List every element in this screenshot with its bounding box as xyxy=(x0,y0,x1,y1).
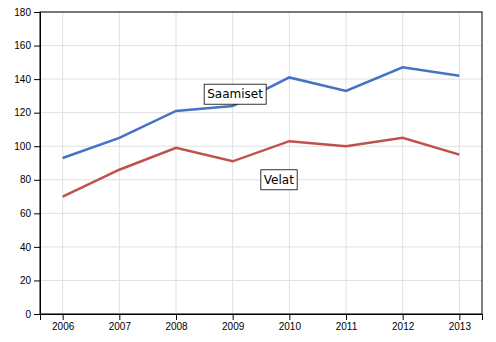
x-tick-mark xyxy=(459,314,460,320)
y-tick-mark xyxy=(34,247,40,248)
lines xyxy=(63,67,460,196)
x-tick-label: 2006 xyxy=(52,321,75,332)
chart: 2006 2007 2008 2009 2010 2011 2012 2013 0 20 40 60 8… xyxy=(0,0,496,342)
y-tick-label: 40 xyxy=(20,242,32,253)
y-tick: 100 xyxy=(14,141,40,152)
x-tick: 2009 xyxy=(222,314,245,332)
y-tick-mark xyxy=(34,12,40,13)
grid-line-x xyxy=(119,12,120,314)
grid-line-x xyxy=(289,12,290,314)
grid-line-x xyxy=(232,12,233,314)
x-tick: 2008 xyxy=(165,314,188,332)
y-tick-mark xyxy=(34,146,40,147)
annotation: Saamiset xyxy=(204,84,266,104)
x-tick-label: 2009 xyxy=(222,321,245,332)
y-axis: 0 20 40 60 80 100 120 140 160 180 xyxy=(14,7,40,320)
y-tick-label: 160 xyxy=(14,40,31,51)
y-tick: 0 xyxy=(25,309,40,320)
annotation-text: Velat xyxy=(264,173,294,187)
annotation: Velat xyxy=(261,170,297,190)
grid xyxy=(40,12,482,314)
y-tick: 80 xyxy=(20,174,40,185)
x-tick-mark xyxy=(119,314,120,320)
y-tick-label: 80 xyxy=(20,174,32,185)
y-tick-mark xyxy=(34,79,40,80)
x-axis: 2006 2007 2008 2009 2010 2011 2012 2013 xyxy=(41,314,483,332)
x-tick: 2006 xyxy=(52,314,75,332)
y-tick: 20 xyxy=(20,275,40,286)
annotations: Saamiset Velat xyxy=(204,84,297,190)
y-tick-mark xyxy=(34,314,40,315)
grid-line-x xyxy=(62,12,63,314)
grid-line-y xyxy=(40,79,482,80)
x-axis-line xyxy=(41,315,483,321)
y-tick: 60 xyxy=(20,208,40,219)
plot-frame xyxy=(40,12,482,314)
x-tick-label: 2007 xyxy=(109,321,132,332)
x-tick-mark xyxy=(176,314,177,320)
y-tick-label: 120 xyxy=(14,107,31,118)
x-tick: 2010 xyxy=(279,314,302,332)
grid-line-y xyxy=(40,246,482,247)
y-tick-label: 100 xyxy=(14,141,31,152)
x-tick-mark xyxy=(403,314,404,320)
x-tick-mark xyxy=(63,314,64,320)
annotation-box xyxy=(204,84,266,104)
grid-line-x xyxy=(176,12,177,314)
x-tick-label: 2013 xyxy=(449,321,472,332)
grid-line-y xyxy=(40,213,482,214)
x-tick-label: 2012 xyxy=(392,321,415,332)
x-tick-mark xyxy=(346,314,347,320)
x-tick-mark xyxy=(289,314,290,320)
grid-line-y xyxy=(40,45,482,46)
y-tick-label: 20 xyxy=(20,275,32,286)
x-tick: 2013 xyxy=(449,314,472,332)
grid-line-x xyxy=(402,12,403,314)
y-tick-label: 0 xyxy=(25,309,31,320)
y-tick-label: 180 xyxy=(14,7,31,18)
y-tick-mark xyxy=(34,213,40,214)
y-tick-mark xyxy=(34,113,40,114)
y-tick: 180 xyxy=(14,7,40,18)
plot: 2006 2007 2008 2009 2010 2011 2012 2013 0 20 40 60 8… xyxy=(14,7,482,332)
chart-container: 2006 2007 2008 2009 2010 2011 2012 2013 0 20 40 60 8… xyxy=(0,0,496,342)
series-line xyxy=(63,138,460,197)
y-tick-label: 60 xyxy=(20,208,32,219)
x-tick-label: 2010 xyxy=(279,321,302,332)
x-tick-mark xyxy=(233,314,234,320)
grid-line-y xyxy=(40,112,482,113)
y-tick-mark xyxy=(34,280,40,281)
y-tick-mark xyxy=(34,180,40,181)
grid-line-x xyxy=(459,12,460,314)
x-tick: 2007 xyxy=(109,314,132,332)
annotation-text: Saamiset xyxy=(207,87,263,101)
y-tick-label: 140 xyxy=(14,74,31,85)
grid-line-y xyxy=(40,280,482,281)
grid-line-y xyxy=(40,146,482,147)
grid-line-x xyxy=(346,12,347,314)
series-line xyxy=(63,67,460,158)
annotation-box xyxy=(261,170,297,190)
y-tick: 140 xyxy=(14,74,40,85)
x-tick-label: 2011 xyxy=(336,321,358,332)
y-tick-mark xyxy=(34,46,40,47)
x-tick: 2011 xyxy=(336,314,358,332)
y-tick: 160 xyxy=(14,40,40,51)
x-tick: 2012 xyxy=(392,314,415,332)
x-tick-label: 2008 xyxy=(165,321,188,332)
y-tick: 40 xyxy=(20,242,40,253)
y-tick: 120 xyxy=(14,107,40,118)
